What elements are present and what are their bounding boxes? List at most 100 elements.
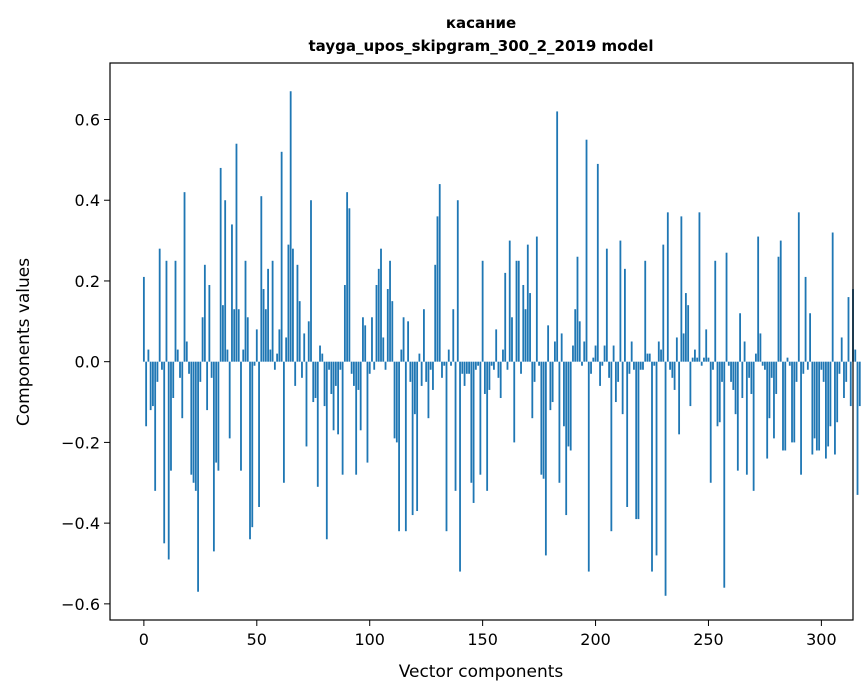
- y-tick-label: 0.4: [75, 191, 100, 210]
- bar: [723, 361, 726, 588]
- bar: [287, 244, 290, 362]
- bar: [712, 361, 714, 370]
- bar: [576, 256, 579, 362]
- bar: [312, 361, 315, 403]
- bar: [587, 361, 590, 572]
- bar: [657, 341, 660, 362]
- bar: [246, 317, 249, 362]
- bar: [599, 361, 601, 386]
- bar: [495, 329, 498, 362]
- bar: [560, 333, 563, 362]
- bar: [142, 276, 145, 362]
- bar: [689, 361, 692, 407]
- bar: [524, 309, 527, 362]
- bar: [605, 248, 608, 362]
- bar: [280, 151, 283, 362]
- bar: [339, 361, 342, 370]
- bar: [811, 361, 814, 455]
- bar: [768, 361, 771, 419]
- bar: [831, 232, 834, 362]
- x-axis-ticks: 0 50 100 150 200 250 300: [139, 620, 837, 649]
- bar: [468, 361, 470, 374]
- bar: [854, 349, 857, 362]
- bar: [809, 313, 811, 362]
- x-tick-label: 250: [693, 630, 724, 649]
- bar: [201, 317, 204, 362]
- bar: [366, 361, 369, 463]
- bar: [199, 361, 202, 382]
- bar: [788, 361, 791, 366]
- bar: [684, 293, 687, 362]
- bar: [262, 289, 265, 362]
- bar: [804, 276, 807, 362]
- bar: [646, 353, 649, 362]
- bar: [357, 361, 360, 390]
- bar: [727, 361, 730, 366]
- bar: [718, 361, 721, 423]
- bar: [156, 361, 159, 382]
- bar: [258, 361, 260, 507]
- bar: [556, 111, 559, 362]
- bar: [784, 361, 787, 451]
- bar: [441, 361, 443, 378]
- x-tick-label: 300: [806, 630, 837, 649]
- bar: [493, 361, 495, 370]
- bar: [572, 345, 574, 362]
- bar: [856, 361, 859, 495]
- bar: [450, 361, 452, 366]
- bar: [795, 361, 798, 382]
- bar: [298, 301, 301, 362]
- bar: [567, 361, 570, 447]
- bar: [206, 361, 209, 411]
- y-tick-label: 0.0: [75, 353, 100, 372]
- bar: [761, 361, 764, 366]
- bar: [506, 361, 509, 370]
- bar: [292, 248, 294, 362]
- bar: [538, 361, 540, 366]
- bar: [585, 139, 588, 362]
- bar: [398, 361, 400, 532]
- bar: [235, 143, 238, 362]
- bar: [630, 341, 633, 362]
- bar: [553, 341, 556, 362]
- bar: [321, 353, 324, 362]
- plot-frame: [109, 62, 854, 621]
- bar: [574, 309, 577, 362]
- bar: [188, 361, 190, 374]
- bar: [739, 313, 741, 362]
- y-axis-label: Components values: [14, 258, 34, 426]
- bar: [192, 361, 195, 483]
- bar: [427, 361, 430, 419]
- bar: [858, 361, 861, 407]
- bar: [158, 248, 161, 362]
- bar: [215, 361, 218, 463]
- bar: [253, 361, 256, 366]
- bar: [461, 361, 464, 374]
- bar: [716, 361, 719, 427]
- bar: [174, 260, 177, 362]
- bar: [786, 357, 789, 362]
- bar: [267, 268, 269, 362]
- bar: [520, 361, 522, 374]
- bar: [271, 260, 274, 362]
- bar: [434, 264, 437, 362]
- bar: [529, 293, 531, 362]
- bar: [285, 337, 288, 362]
- bar: [845, 361, 848, 382]
- bar: [332, 361, 335, 431]
- bar: [590, 361, 592, 374]
- bar: [436, 216, 439, 362]
- bar: [303, 333, 306, 362]
- bar: [511, 317, 513, 362]
- bar: [558, 361, 561, 483]
- bar: [145, 361, 148, 427]
- bar: [707, 357, 710, 362]
- bar: [282, 361, 285, 483]
- bar: [669, 361, 671, 370]
- bar: [526, 244, 529, 362]
- bar: [569, 361, 572, 451]
- bar: [662, 244, 665, 362]
- bar: [700, 361, 703, 366]
- bar: [730, 361, 732, 382]
- bar: [614, 361, 617, 403]
